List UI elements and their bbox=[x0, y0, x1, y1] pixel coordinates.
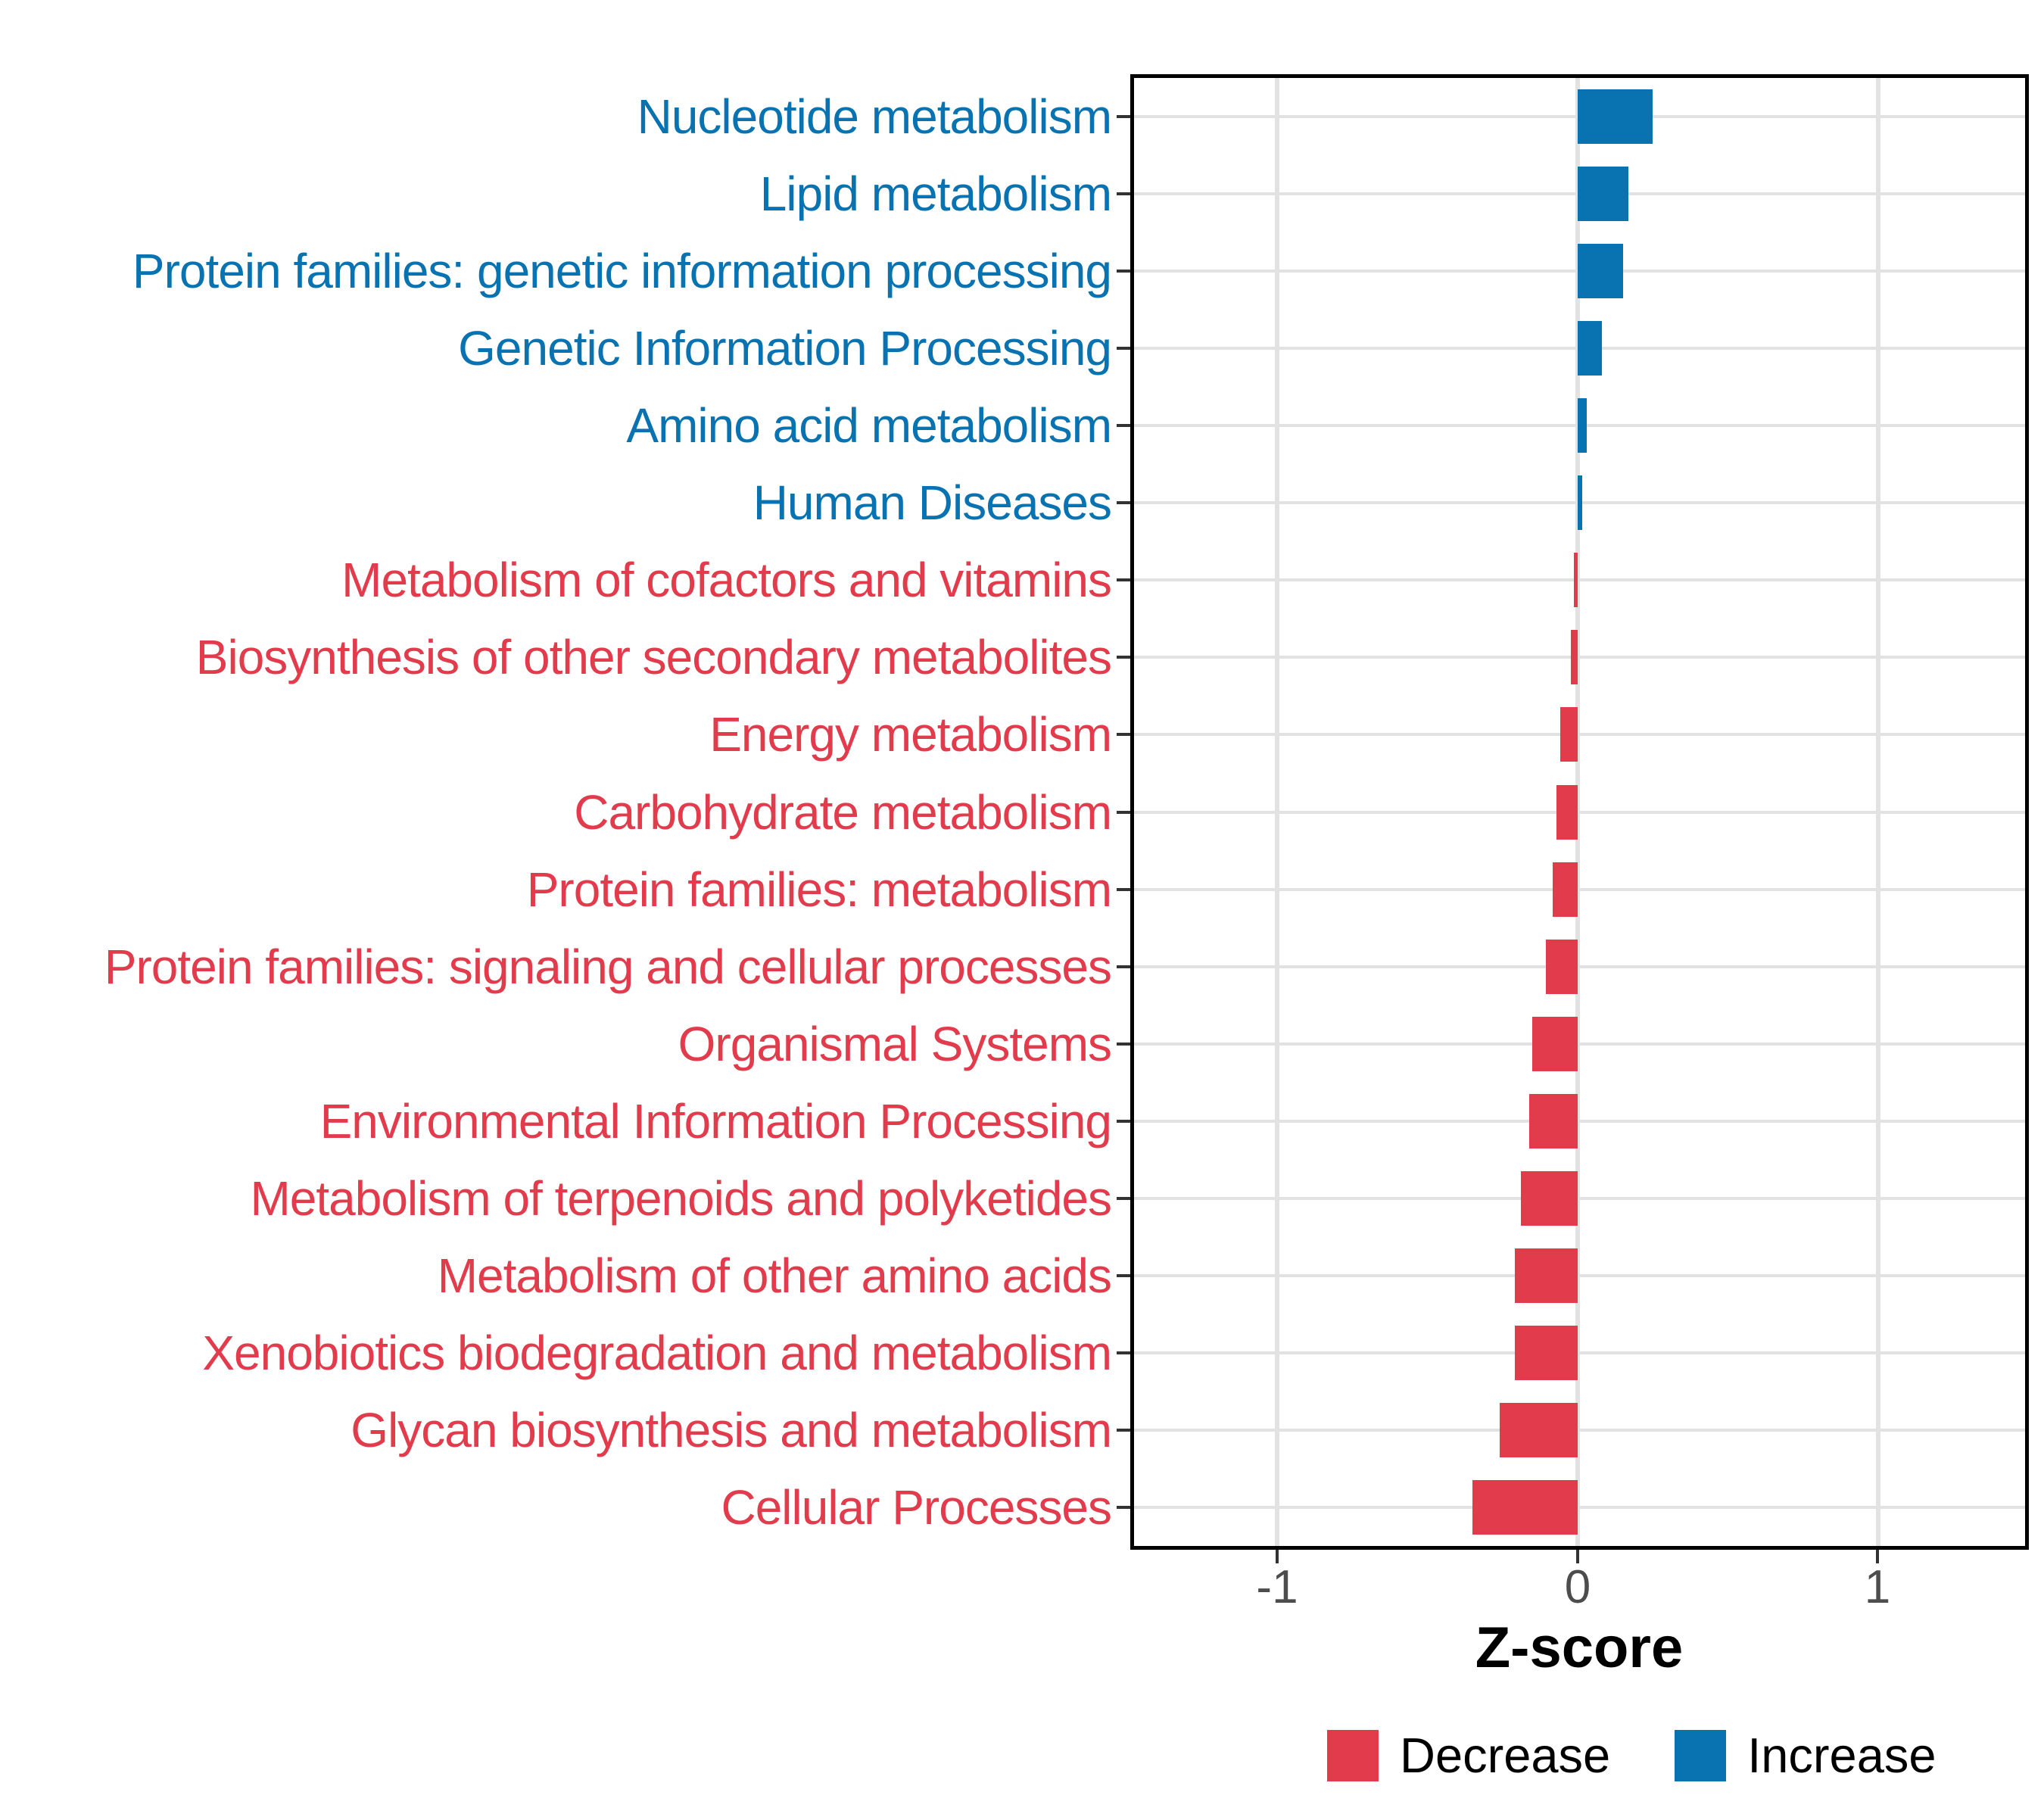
bar-decrease bbox=[1514, 1325, 1578, 1380]
gridline-horizontal bbox=[1134, 1196, 2025, 1200]
legend-key-decrease bbox=[1327, 1730, 1379, 1781]
gridline-horizontal bbox=[1134, 1505, 2025, 1509]
y-axis-label: Organismal Systems bbox=[678, 1016, 1112, 1071]
legend-key-increase bbox=[1675, 1730, 1727, 1781]
bar-increase bbox=[1578, 89, 1653, 145]
bar-decrease bbox=[1556, 784, 1578, 840]
x-tick-label-zero: 0 bbox=[1564, 1561, 1591, 1613]
y-axis-tick bbox=[1117, 810, 1130, 814]
y-axis-label: Environmental Information Processing bbox=[319, 1093, 1112, 1148]
x-axis-tick bbox=[1276, 1550, 1279, 1563]
bar-increase bbox=[1578, 321, 1602, 376]
legend: Decrease Increase bbox=[1327, 1730, 1937, 1781]
gridline-horizontal bbox=[1134, 1119, 2025, 1123]
y-axis-tick bbox=[1117, 270, 1130, 273]
y-axis-tick bbox=[1117, 887, 1130, 891]
bar-decrease bbox=[1560, 707, 1578, 762]
y-axis-tick bbox=[1117, 501, 1130, 505]
x-axis-title: Z-score bbox=[1475, 1616, 1684, 1680]
bar-increase bbox=[1578, 398, 1587, 453]
y-axis-label: Carbohydrate metabolism bbox=[574, 784, 1112, 840]
y-axis-label: Genetic Information Processing bbox=[458, 321, 1112, 376]
legend-label-decrease: Decrease bbox=[1400, 1728, 1611, 1783]
bar-decrease bbox=[1472, 1479, 1578, 1535]
y-axis-label: Metabolism of terpenoids and polyketides bbox=[250, 1170, 1112, 1226]
x-tick-label-neg1: -1 bbox=[1256, 1561, 1298, 1613]
bar-decrease bbox=[1571, 630, 1578, 685]
bar-decrease bbox=[1546, 939, 1578, 994]
y-axis-label: Protein families: signaling and cellular… bbox=[104, 939, 1112, 994]
gridline-horizontal bbox=[1134, 1042, 2025, 1046]
y-axis-tick bbox=[1117, 578, 1130, 582]
x-axis-tick bbox=[1876, 1550, 1879, 1563]
y-axis-label: Glycan biosynthesis and metabolism bbox=[351, 1402, 1112, 1457]
x-tick-label-pos1: 1 bbox=[1864, 1561, 1891, 1613]
y-axis-label: Amino acid metabolism bbox=[626, 398, 1112, 453]
y-axis-tick bbox=[1117, 1196, 1130, 1200]
y-axis-tick bbox=[1117, 1273, 1130, 1277]
y-axis-tick bbox=[1117, 347, 1130, 351]
bar-decrease bbox=[1553, 862, 1578, 917]
gridline-horizontal bbox=[1134, 810, 2025, 814]
y-axis-tick bbox=[1117, 1119, 1130, 1123]
y-axis-label: Nucleotide metabolism bbox=[637, 89, 1112, 145]
gridline-horizontal bbox=[1134, 656, 2025, 659]
y-axis-tick bbox=[1117, 733, 1130, 737]
y-axis-tick bbox=[1117, 965, 1130, 968]
y-axis-label: Lipid metabolism bbox=[759, 167, 1112, 222]
y-axis-label: Energy metabolism bbox=[709, 707, 1112, 762]
bar-decrease bbox=[1514, 1248, 1578, 1303]
bar-decrease bbox=[1520, 1170, 1578, 1226]
y-axis-tick bbox=[1117, 1428, 1130, 1432]
gridline-horizontal bbox=[1134, 965, 2025, 968]
x-axis-tick bbox=[1576, 1550, 1579, 1563]
y-axis-tick bbox=[1117, 115, 1130, 119]
y-axis-label: Biosynthesis of other secondary metaboli… bbox=[195, 630, 1112, 685]
y-axis-label: Human Diseases bbox=[752, 475, 1112, 531]
y-axis-label: Protein families: genetic information pr… bbox=[132, 244, 1112, 299]
y-axis-tick bbox=[1117, 1505, 1130, 1509]
bar-increase bbox=[1578, 475, 1582, 531]
y-axis-label: Xenobiotics biodegradation and metabolis… bbox=[202, 1325, 1112, 1380]
y-axis-label: Metabolism of cofactors and vitamins bbox=[341, 553, 1112, 608]
y-axis-tick bbox=[1117, 656, 1130, 659]
legend-label-increase: Increase bbox=[1747, 1728, 1937, 1783]
gridline-horizontal bbox=[1134, 887, 2025, 891]
gridline-horizontal bbox=[1134, 733, 2025, 737]
gridline-horizontal bbox=[1134, 1351, 2025, 1354]
gridline-horizontal bbox=[1134, 1428, 2025, 1432]
y-axis-tick bbox=[1117, 424, 1130, 428]
bar-decrease bbox=[1532, 1016, 1578, 1071]
gridline-horizontal bbox=[1134, 578, 2025, 582]
y-axis-tick bbox=[1117, 1351, 1130, 1354]
bar-decrease bbox=[1528, 1093, 1578, 1148]
y-axis-label: Cellular Processes bbox=[721, 1479, 1112, 1535]
bar-increase bbox=[1578, 167, 1629, 222]
y-axis-tick bbox=[1117, 192, 1130, 196]
bar-decrease bbox=[1574, 553, 1578, 608]
bar-decrease bbox=[1499, 1402, 1578, 1457]
plot-panel bbox=[1130, 74, 2029, 1550]
y-axis-label: Protein families: metabolism bbox=[526, 862, 1112, 917]
bar-increase bbox=[1578, 244, 1623, 299]
gridline-horizontal bbox=[1134, 1273, 2025, 1277]
y-axis-tick bbox=[1117, 1042, 1130, 1046]
y-axis-label: Metabolism of other amino acids bbox=[437, 1248, 1112, 1303]
